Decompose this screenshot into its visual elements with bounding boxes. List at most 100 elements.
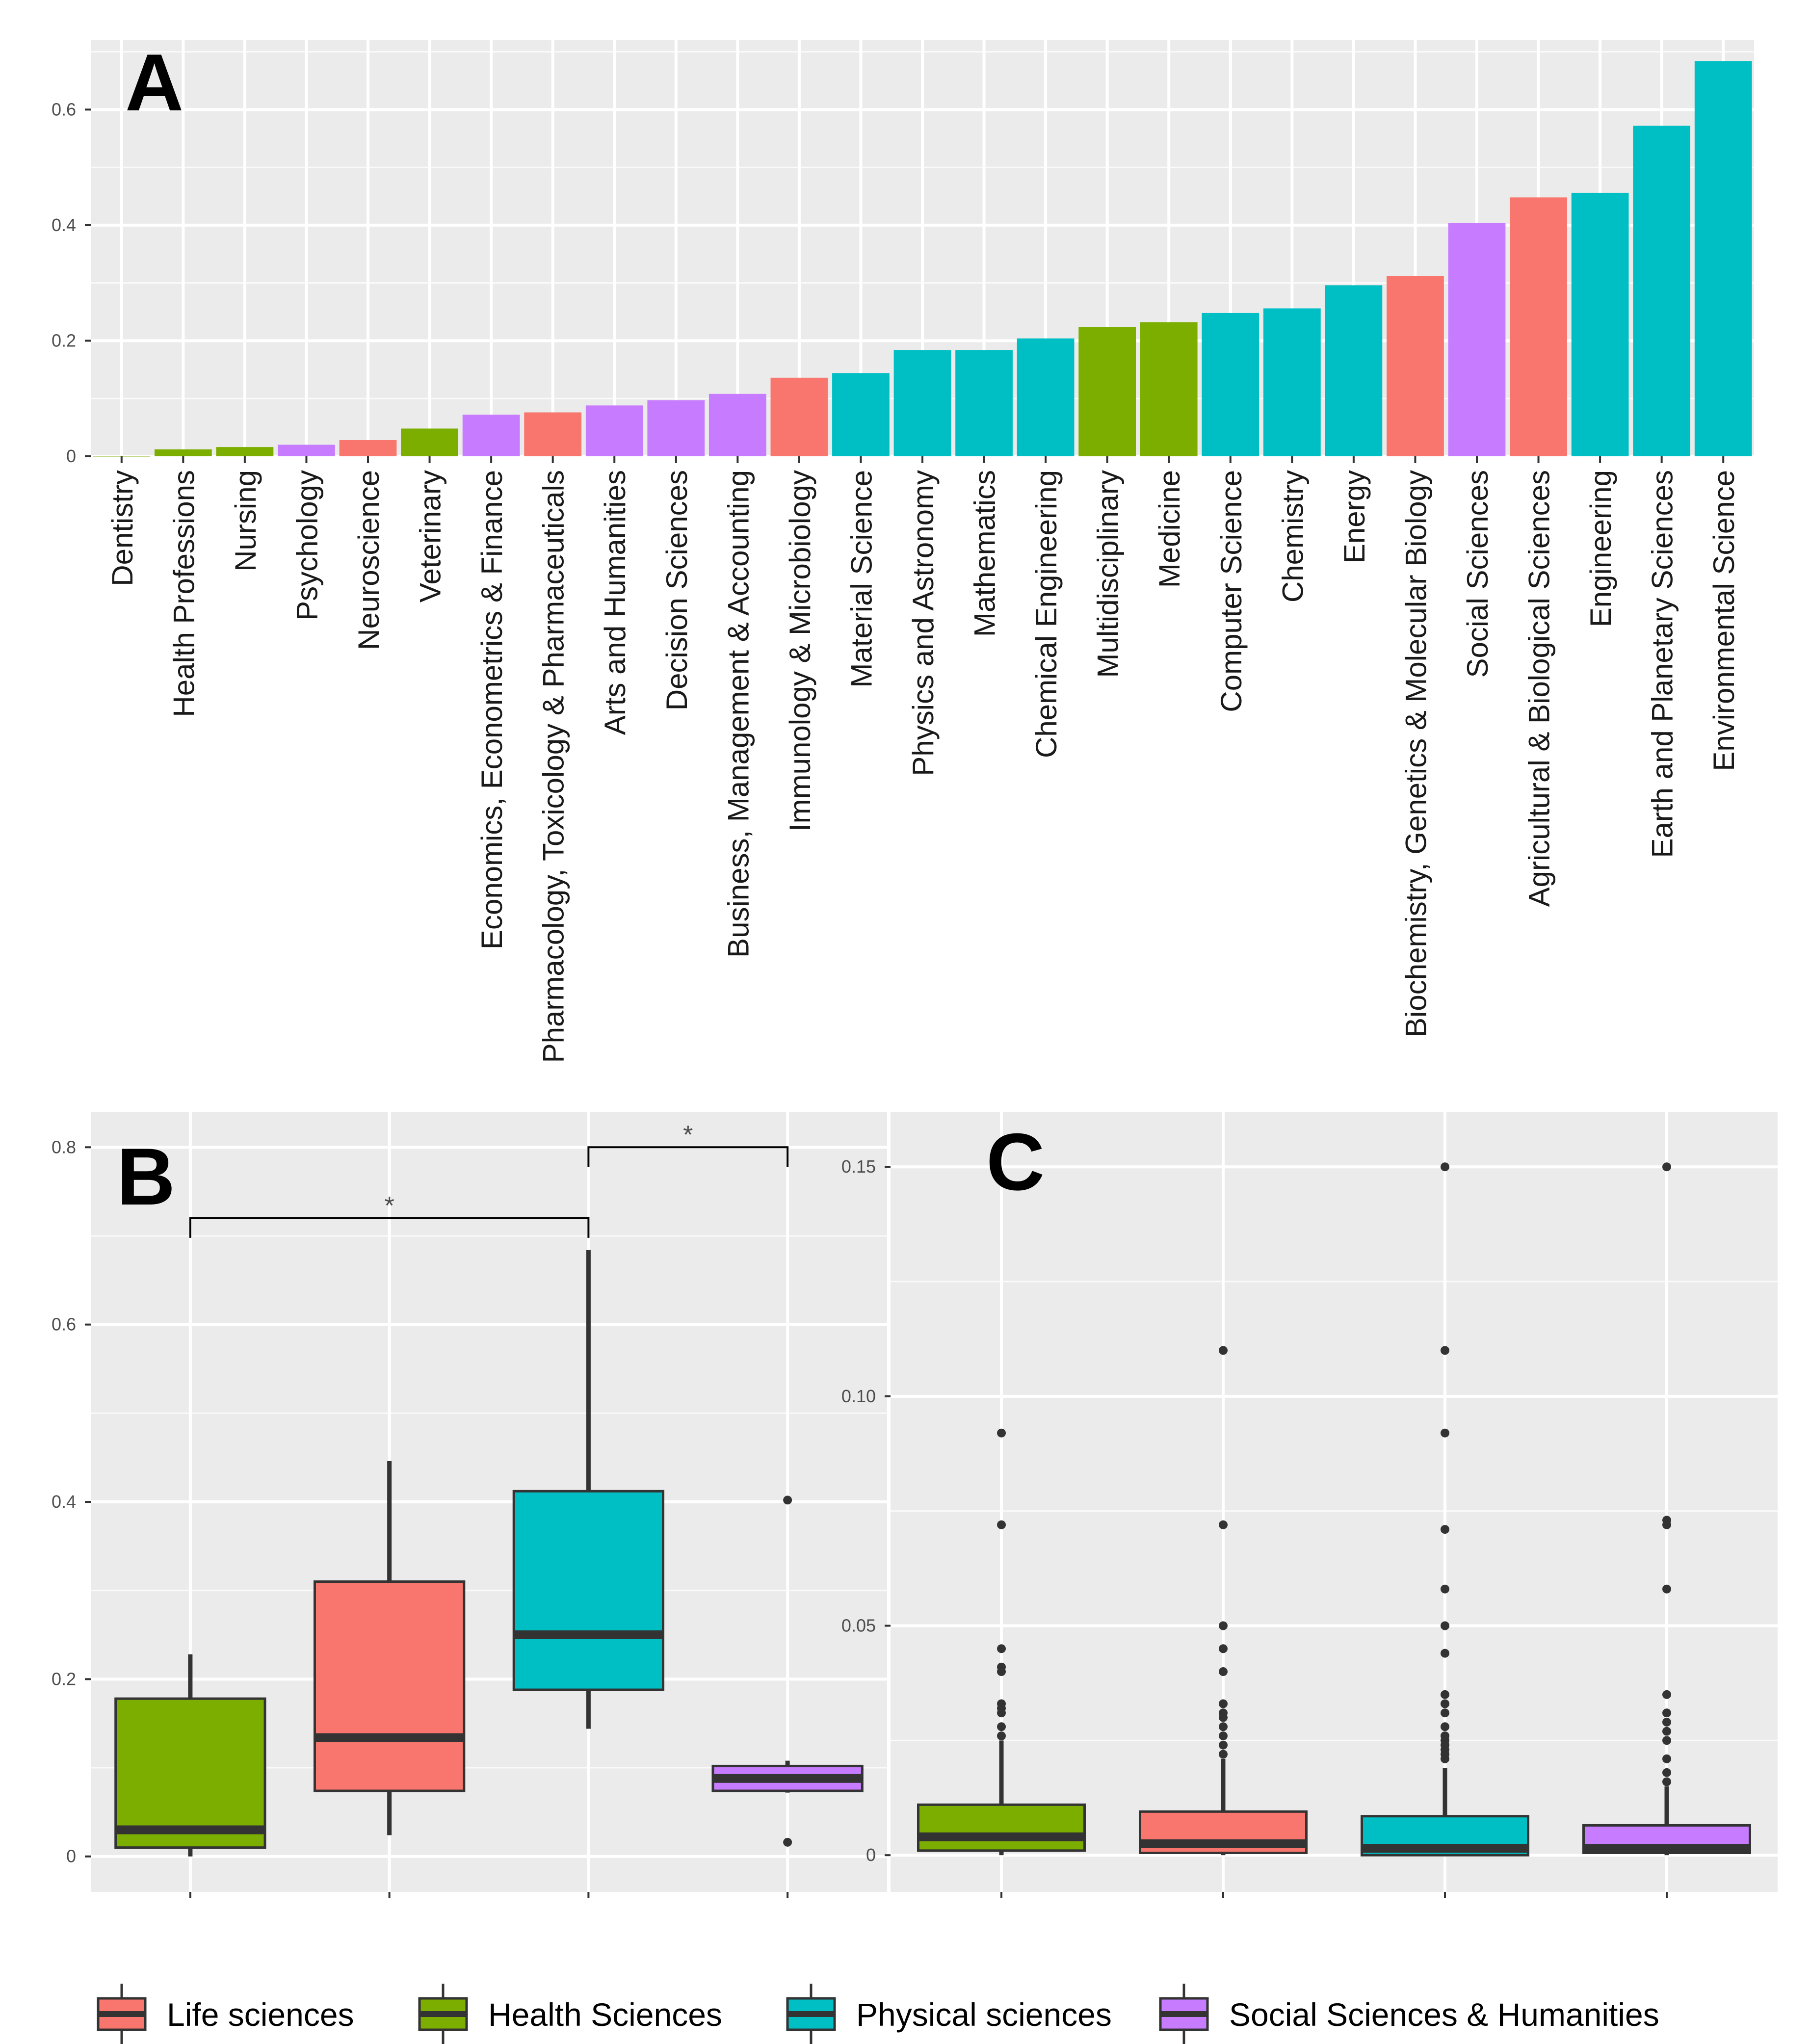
legend-label: Social Sciences & Humanities bbox=[1229, 1996, 1659, 2033]
bar-health-professions bbox=[154, 449, 212, 456]
category-label-veterinary: Veterinary bbox=[414, 470, 447, 603]
category-label-decision-sciences: Decision Sciences bbox=[660, 470, 693, 710]
bar-agricultural-biological-sciences bbox=[1510, 197, 1567, 456]
bar-social-sciences bbox=[1448, 223, 1506, 456]
panel-a-label: A bbox=[125, 37, 184, 128]
bar-economics-econometrics-finance bbox=[462, 415, 520, 456]
box-physical-sciences-outlier bbox=[1441, 1690, 1449, 1699]
ytick-label: 0 bbox=[866, 1845, 876, 1865]
category-label-health-professions: Health Professions bbox=[167, 470, 200, 717]
box-physical-sciences-outlier bbox=[1441, 1708, 1449, 1718]
ytick-label: 0.05 bbox=[841, 1616, 876, 1636]
box-physical-sciences-outlier bbox=[1441, 1699, 1449, 1708]
bar-multidisciplinary bbox=[1078, 327, 1136, 456]
category-label-material-science: Material Science bbox=[845, 470, 878, 688]
bar-veterinary bbox=[401, 428, 458, 456]
box-social-sciences-humanities-outlier bbox=[1662, 1717, 1671, 1727]
box-physical-sciences-outlier bbox=[1441, 1722, 1449, 1731]
bar-nursing bbox=[216, 447, 274, 456]
bar-chemical-engineering bbox=[1017, 338, 1075, 456]
category-label-social-sciences: Social Sciences bbox=[1461, 470, 1494, 678]
box-life-sciences-outlier bbox=[1219, 1644, 1228, 1653]
bar-material-science bbox=[832, 373, 890, 456]
box-social-sciences-humanities-outlier bbox=[1662, 1708, 1671, 1718]
box-social-sciences-humanities-outlier bbox=[1662, 1162, 1671, 1172]
panel-a-ytick-label: 0.6 bbox=[52, 99, 76, 119]
category-label-economics-econometrics-finance: Economics, Econometrics & Finance bbox=[475, 470, 508, 949]
bar-medicine bbox=[1140, 322, 1198, 456]
box-social-sciences-humanities-outlier bbox=[1662, 1516, 1671, 1525]
category-label-earth-and-planetary-sciences: Earth and Planetary Sciences bbox=[1646, 470, 1679, 858]
box-life-sciences-outlier bbox=[1219, 1520, 1228, 1529]
legend-label: Life sciences bbox=[167, 1996, 354, 2033]
significance-bracket bbox=[189, 1217, 590, 1238]
box-life-sciences-outlier bbox=[1219, 1346, 1228, 1355]
box-physical-sciences-outlier bbox=[1441, 1621, 1449, 1630]
legend-item-health-sciences: Health Sciences bbox=[418, 1984, 722, 2044]
box-physical-sciences-outlier bbox=[1441, 1346, 1449, 1355]
panel-b-label: B bbox=[117, 1131, 175, 1222]
bar-energy bbox=[1325, 285, 1383, 456]
box-physical-sciences-outlier bbox=[1441, 1525, 1449, 1534]
legend-item-social-sciences-humanities: Social Sciences & Humanities bbox=[1159, 1984, 1659, 2044]
bar-environmental-science bbox=[1694, 61, 1752, 456]
ytick-label: 0 bbox=[66, 1846, 76, 1866]
category-label-neuroscience: Neuroscience bbox=[352, 470, 385, 650]
category-label-immunology-microbiology: Immunology & Microbiology bbox=[784, 470, 816, 832]
box-life-sciences-outlier bbox=[1219, 1699, 1228, 1708]
ytick-label: 0.8 bbox=[52, 1137, 76, 1157]
panel-a: 0 0.2 0.4 0.6 Dentistry Health Professions Nur… bbox=[52, 37, 1754, 1063]
ytick-label: 0.15 bbox=[841, 1156, 876, 1177]
box-physical-sciences-outlier bbox=[1441, 1162, 1449, 1172]
box-life-sciences-outlier bbox=[1219, 1708, 1228, 1718]
box-social-sciences-humanities-outlier bbox=[1662, 1754, 1671, 1763]
bar-neuroscience bbox=[339, 440, 397, 456]
box-health-sciences-outlier bbox=[997, 1699, 1006, 1708]
panel-c-label: C bbox=[986, 1117, 1045, 1207]
category-label-engineering: Engineering bbox=[1584, 470, 1617, 627]
bar-physics-and-astronomy bbox=[893, 350, 951, 456]
box-social-sciences-humanities-outlier bbox=[1662, 1777, 1671, 1786]
category-label-environmental-science: Environmental Science bbox=[1707, 470, 1740, 771]
category-label-chemical-engineering: Chemical Engineering bbox=[1030, 470, 1063, 758]
bar-arts-and-humanities bbox=[585, 405, 643, 456]
bar-chemistry bbox=[1263, 308, 1321, 456]
box-physical-sciences-outlier bbox=[1441, 1731, 1449, 1740]
bar-psychology bbox=[278, 445, 335, 456]
bar-biochemistry-genetics-molecular-biology bbox=[1387, 276, 1444, 456]
box-life-sciences-outlier bbox=[1219, 1621, 1228, 1630]
bar-mathematics bbox=[955, 350, 1013, 456]
category-label-pharmacology-toxicology-pharmaceuticals: Pharmacology, Toxicology & Pharmaceutica… bbox=[537, 470, 570, 1063]
category-label-multidisciplinary: Multidisciplinary bbox=[1092, 470, 1125, 678]
box-health-sciences-outlier bbox=[997, 1662, 1006, 1672]
significance-label: * bbox=[683, 1121, 693, 1149]
category-label-arts-and-humanities: Arts and Humanities bbox=[599, 470, 631, 735]
box-health-sciences-outlier bbox=[997, 1722, 1006, 1731]
ytick-label: 0.4 bbox=[52, 1492, 76, 1512]
box-health-sciences-outlier bbox=[997, 1428, 1006, 1438]
box-health-sciences-outlier bbox=[997, 1520, 1006, 1529]
box-physical-sciences bbox=[512, 1490, 665, 1691]
bar-earth-and-planetary-sciences bbox=[1633, 126, 1691, 456]
panel-c: 0 0.05 0.10 0.15 C bbox=[841, 1112, 1778, 1898]
box-life-sciences-outlier bbox=[1219, 1740, 1228, 1750]
box-life-sciences-outlier bbox=[1219, 1667, 1228, 1677]
category-label-physics-and-astronomy: Physics and Astronomy bbox=[907, 470, 940, 776]
bar-decision-sciences bbox=[647, 400, 705, 456]
box-social-sciences-humanities-outlier bbox=[1662, 1736, 1671, 1745]
category-label-mathematics: Mathematics bbox=[969, 470, 1001, 637]
box-social-sciences-humanities-outlier bbox=[1662, 1584, 1671, 1594]
box-physical-sciences-outlier bbox=[1441, 1584, 1449, 1594]
category-label-dentistry: Dentistry bbox=[106, 470, 139, 586]
category-label-business-management-accounting: Business, Management & Accounting bbox=[722, 470, 755, 958]
ytick-label: 0.6 bbox=[52, 1314, 76, 1335]
bar-pharmacology-toxicology-pharmaceuticals bbox=[524, 412, 582, 456]
box-physical-sciences-outlier bbox=[1441, 1428, 1449, 1438]
panel-c-background bbox=[891, 1112, 1778, 1892]
significance-bracket bbox=[587, 1146, 789, 1167]
panel-b: 0 0.2 0.4 0.6 0.8 * * B bbox=[52, 1112, 887, 1898]
bar-business-management-accounting bbox=[708, 393, 766, 456]
category-label-medicine: Medicine bbox=[1153, 470, 1186, 588]
box-social-sciences-humanities-outlier bbox=[1662, 1727, 1671, 1736]
